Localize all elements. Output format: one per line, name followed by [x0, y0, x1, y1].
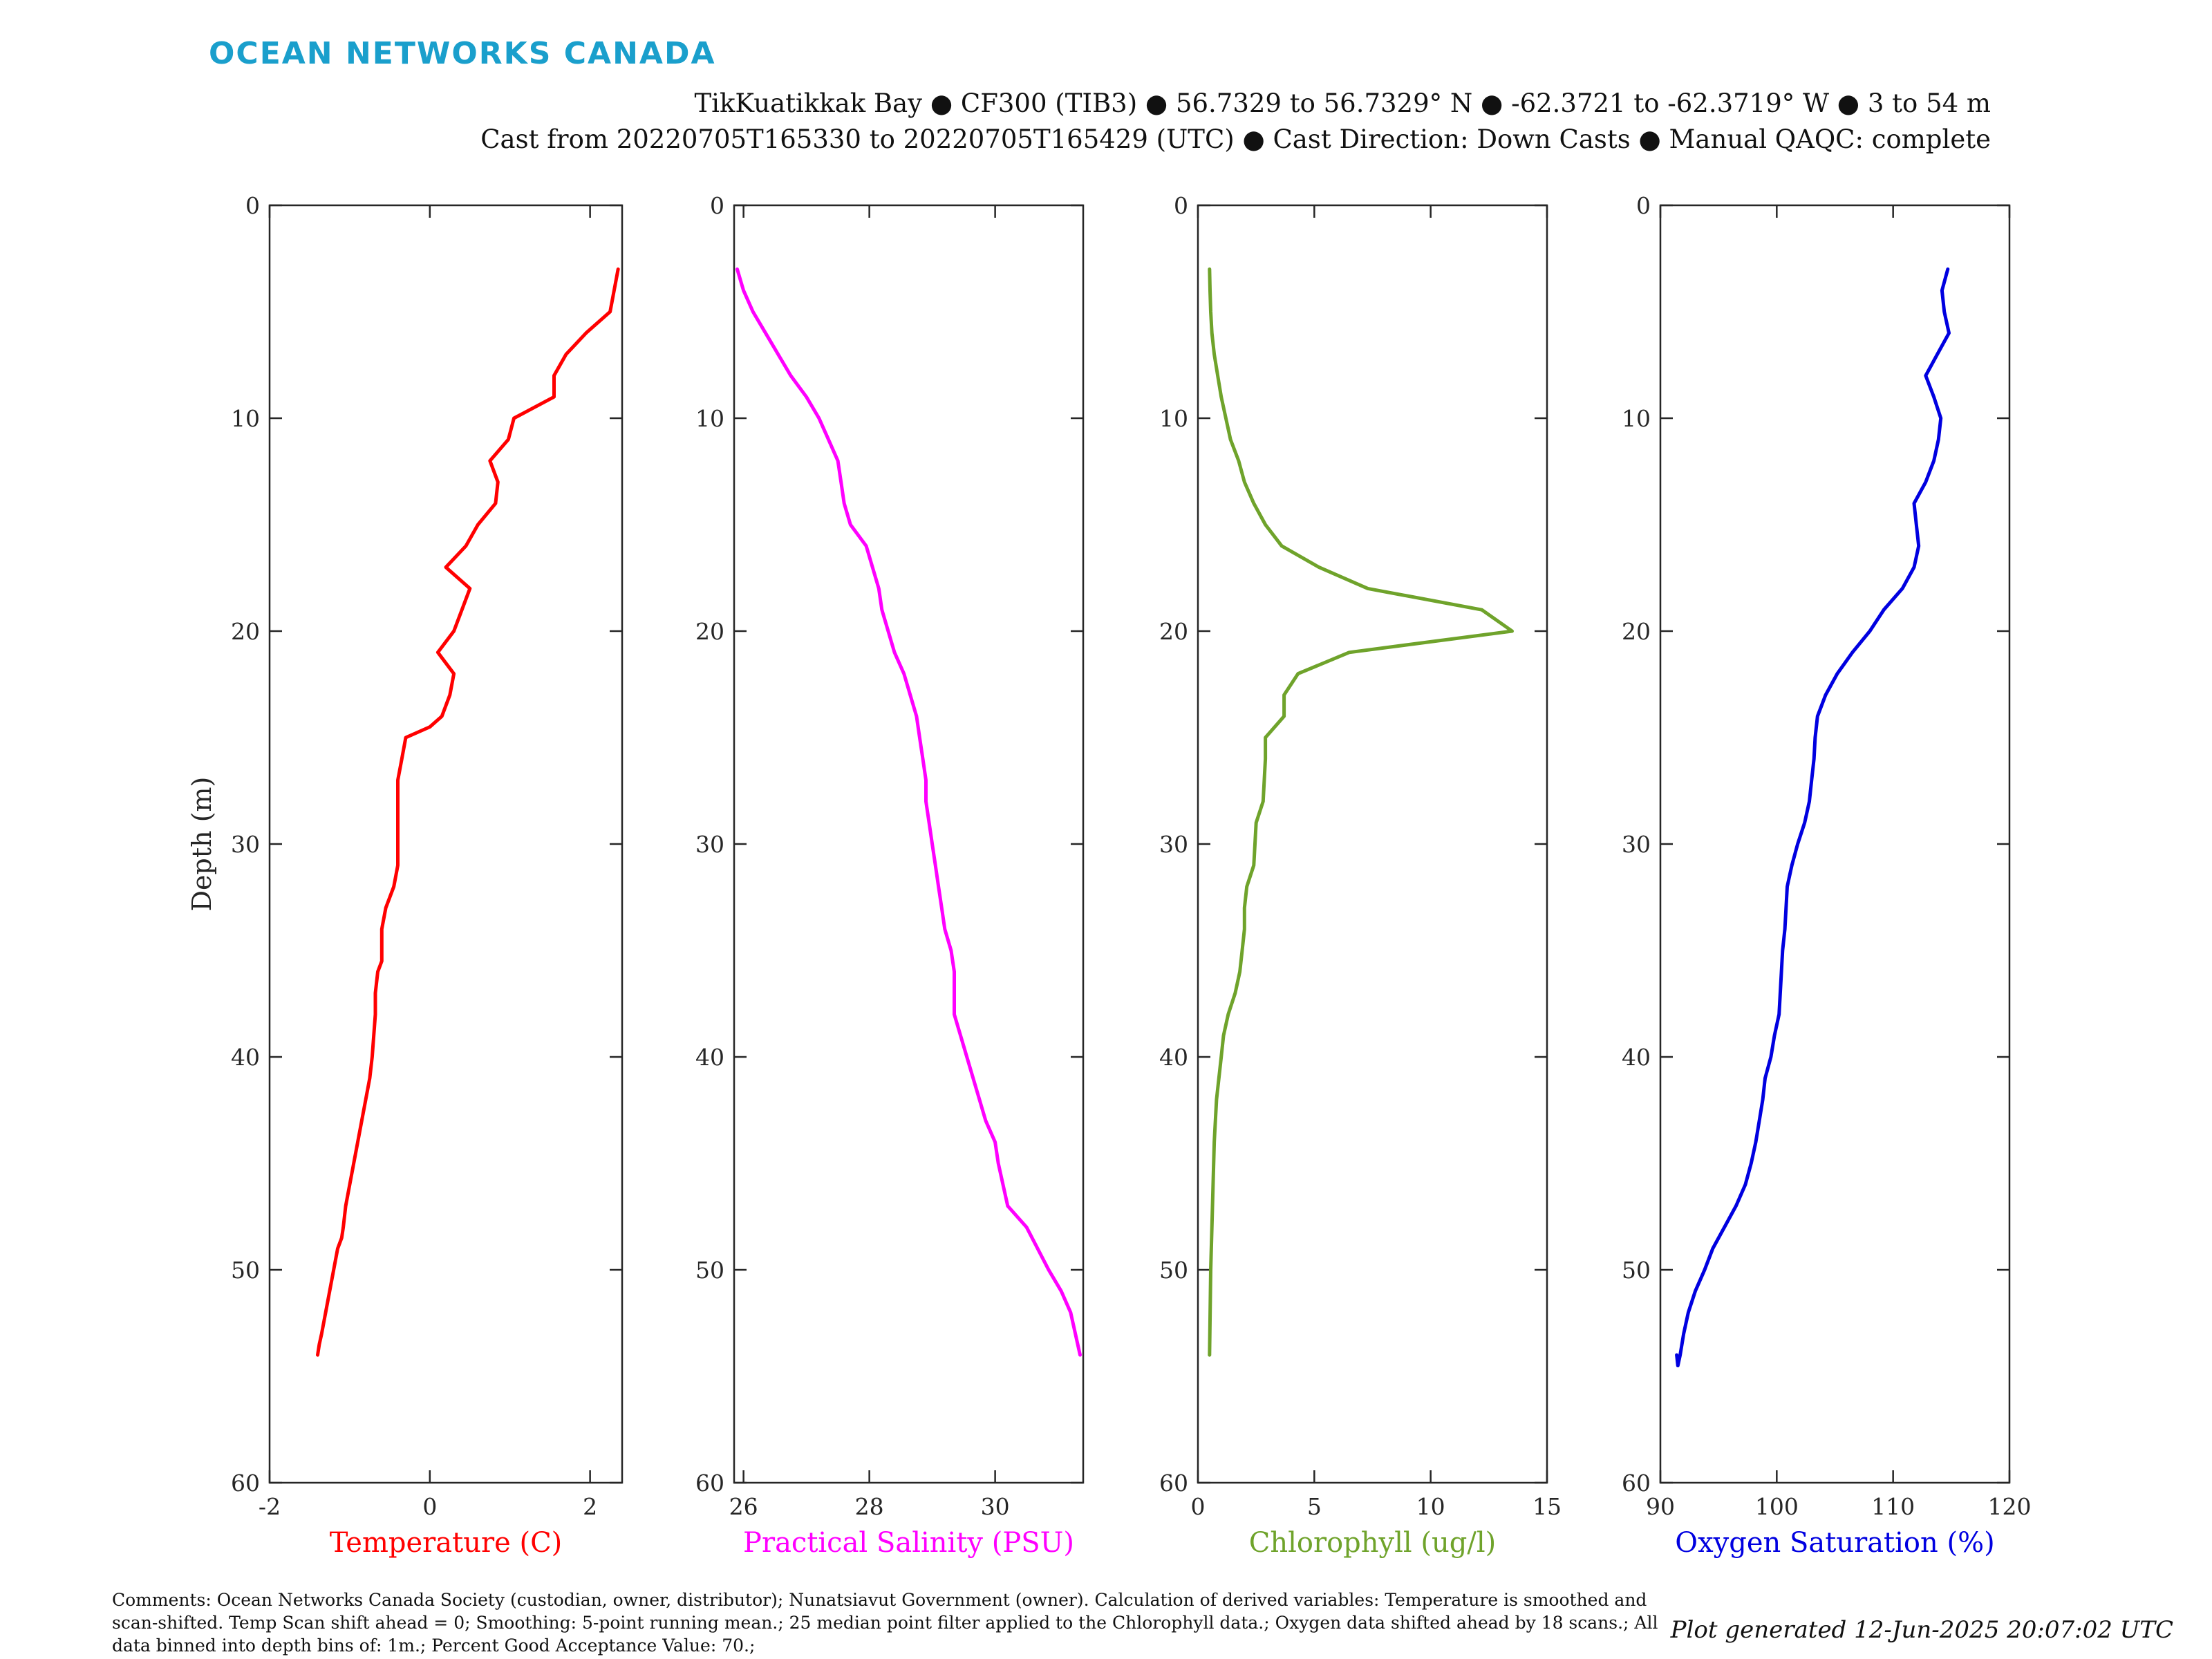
- plot-frame: [733, 204, 1085, 1484]
- x-tick-label: 100: [1755, 1493, 1799, 1520]
- y-tick-label: 60: [695, 1470, 724, 1497]
- plot-title-cast: Cast from 20220705T165330 to 20220705T16…: [480, 124, 1991, 154]
- y-tick-label: 20: [231, 618, 260, 645]
- profile-series-line: [735, 267, 1082, 1357]
- plot-generated-timestamp: Plot generated 12-Jun-2025 20:07:02 UTC: [1670, 1616, 2173, 1644]
- profile-series-line: [1208, 267, 1514, 1357]
- x-axis-label: Temperature (C): [330, 1527, 563, 1559]
- x-axis-label: Oxygen Saturation (%): [1675, 1527, 1994, 1559]
- x-tick-label: 26: [729, 1493, 758, 1520]
- y-tick-label: 10: [695, 405, 724, 432]
- onc-logo: OCEAN NETWORKS CANADA: [209, 36, 716, 71]
- y-tick-label: 30: [695, 831, 724, 858]
- y-tick-label: 20: [1622, 618, 1651, 645]
- y-tick-label: 60: [231, 1470, 260, 1497]
- x-tick-label: 2: [583, 1493, 597, 1520]
- x-tick-label: 15: [1533, 1493, 1562, 1520]
- y-tick-label: 0: [1636, 192, 1651, 219]
- y-tick-label: 10: [1159, 405, 1188, 432]
- y-tick-label: 10: [231, 405, 260, 432]
- y-tick-label: 30: [1622, 831, 1651, 858]
- plot-frame: [268, 204, 624, 1484]
- x-axis-label: Chlorophyll (ug/l): [1249, 1527, 1497, 1559]
- plot-title-location: TikKuatikkak Bay ● CF300 (TIB3) ● 56.732…: [694, 88, 1991, 118]
- x-tick-label: 5: [1307, 1493, 1322, 1520]
- profile-series-line: [1675, 267, 1951, 1368]
- y-tick-label: 60: [1622, 1470, 1651, 1497]
- y-tick-label: 50: [231, 1257, 260, 1284]
- y-tick-label: 30: [1159, 831, 1188, 858]
- x-tick-label: 120: [1988, 1493, 2032, 1520]
- x-tick-label: 30: [981, 1493, 1010, 1520]
- y-tick-label: 50: [1622, 1257, 1651, 1284]
- y-tick-label: 20: [1159, 618, 1188, 645]
- x-tick-label: 0: [422, 1493, 437, 1520]
- y-tick-label: 40: [231, 1044, 260, 1071]
- y-tick-label: 40: [1622, 1044, 1651, 1071]
- comments-text: Comments: Ocean Networks Canada Society …: [112, 1590, 1658, 1656]
- y-tick-label: 0: [1174, 192, 1188, 219]
- x-tick-label: 28: [855, 1493, 884, 1520]
- x-tick-label: 10: [1416, 1493, 1445, 1520]
- y-tick-label: 20: [695, 618, 724, 645]
- x-tick-label: -2: [259, 1493, 281, 1520]
- plot-frame: [1197, 204, 1548, 1484]
- y-tick-label: 40: [695, 1044, 724, 1071]
- y-tick-label: 0: [245, 192, 260, 219]
- y-tick-label: 60: [1159, 1470, 1188, 1497]
- x-tick-label: 90: [1646, 1493, 1675, 1520]
- y-tick-label: 40: [1159, 1044, 1188, 1071]
- y-tick-label: 0: [710, 192, 724, 219]
- x-tick-label: 110: [1871, 1493, 1915, 1520]
- profile-series-line: [316, 267, 620, 1357]
- y-tick-label: 10: [1622, 405, 1651, 432]
- y-tick-label: 50: [695, 1257, 724, 1284]
- plot-frame: [1659, 204, 2011, 1484]
- x-axis-label: Practical Salinity (PSU): [743, 1527, 1074, 1559]
- y-tick-label: 30: [231, 831, 260, 858]
- profile-panel-1: 0 10 20 30 40 50 60-2 0 2 Temperature (C) Depth (m…: [187, 192, 624, 1559]
- x-tick-label: 0: [1191, 1493, 1206, 1520]
- y-axis-label: Depth (m): [187, 777, 217, 912]
- y-tick-label: 50: [1159, 1257, 1188, 1284]
